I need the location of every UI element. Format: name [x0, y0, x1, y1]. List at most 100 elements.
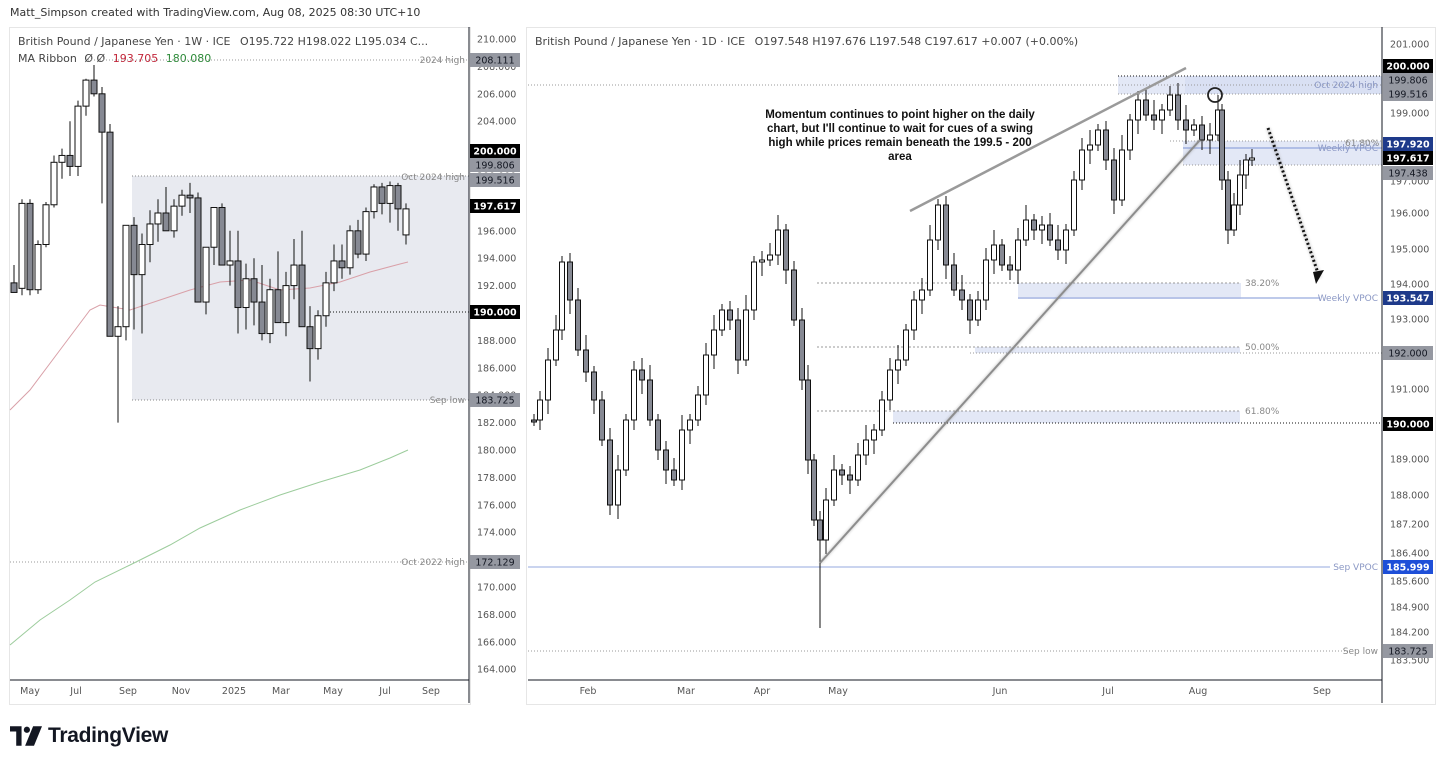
fib-50-label: 50.00%	[1245, 343, 1280, 353]
candle-body	[386, 185, 394, 204]
candle-body	[354, 230, 362, 255]
candle-body	[967, 299, 973, 321]
ma-ribbon-params: Ø Ø	[84, 52, 106, 65]
time-tick: Jul	[1101, 686, 1113, 697]
tradingview-logo-text: TradingView	[48, 724, 169, 747]
price-tag-value: 200.000	[1386, 62, 1430, 73]
daily-time-axis[interactable]: Feb Mar Apr May Jun Jul Aug Sep	[580, 686, 1331, 697]
lower-wedge-line[interactable]	[819, 139, 1201, 564]
price-tag	[1383, 346, 1433, 360]
price-tick: 170.000	[477, 583, 516, 594]
candle-body	[583, 349, 589, 373]
time-tick: Mar	[677, 686, 695, 697]
candle-body	[727, 309, 733, 321]
price-tag	[1383, 137, 1433, 151]
candle-body	[1015, 239, 1021, 271]
time-tick: May	[323, 686, 343, 697]
candle-body	[871, 429, 877, 441]
candle-body	[607, 439, 613, 506]
candle-body	[887, 369, 893, 401]
candle-body	[42, 204, 50, 246]
candle-body	[66, 154, 74, 167]
price-tick: 196.000	[1390, 209, 1429, 220]
candle-body	[847, 474, 853, 481]
price-tag	[470, 158, 520, 172]
price-tick: 195.000	[1390, 245, 1429, 256]
candle-body	[1127, 119, 1133, 151]
candle-body	[983, 259, 989, 301]
tradingview-logo-icon	[10, 726, 42, 746]
time-tick: 2025	[222, 686, 246, 697]
weekly-time-axis[interactable]: May Jul Sep Nov 2025 Mar May Jul Sep	[20, 686, 440, 697]
price-tick: 188.000	[1390, 491, 1429, 502]
weekly-chart-plot: 2024 high Oct 2024 high Sep low Oct 2022…	[9, 56, 469, 646]
time-tick: Jul	[69, 686, 81, 697]
price-tag	[1383, 560, 1433, 574]
fib-38-zone	[1018, 283, 1241, 299]
candle-body	[999, 244, 1005, 266]
candle-body	[90, 79, 98, 95]
fib-61-upper-label: 61.80%	[1345, 139, 1380, 149]
projection-arrow[interactable]	[1266, 127, 1321, 277]
price-tick: 166.000	[477, 637, 516, 648]
candle-body	[74, 105, 82, 167]
time-tick: May	[828, 686, 848, 697]
candle-body	[226, 260, 234, 266]
price-tag	[1383, 291, 1433, 305]
price-tick: 178.000	[477, 473, 516, 484]
candle-body	[162, 212, 170, 232]
candle-body	[1087, 144, 1093, 151]
candle-body	[719, 309, 725, 331]
ma-ribbon-legend[interactable]: MA Ribbon Ø Ø 193.705 180.080	[18, 52, 211, 65]
candle-body	[250, 278, 258, 303]
candle-body	[799, 319, 805, 381]
weekly-price-axis[interactable]: 210.000208.000206.000204.000202.000200.0…	[477, 35, 516, 676]
candle-body	[1175, 94, 1181, 121]
swing-high-circle[interactable]	[1207, 87, 1223, 103]
weekly-chart-title: British Pound / Japanese Yen · 1W · ICE	[18, 35, 231, 48]
candle-body	[1007, 264, 1013, 271]
time-tick: Jun	[992, 686, 1008, 697]
candle-body	[767, 254, 773, 261]
candle-body	[537, 399, 543, 421]
candle-body	[735, 319, 741, 361]
price-tag	[470, 305, 520, 319]
candle-body	[178, 194, 186, 207]
price-tick: 186.000	[477, 363, 516, 374]
candle-body	[687, 419, 693, 431]
price-tag-value: 190.000	[473, 308, 517, 319]
fib-38-label: 38.20%	[1245, 279, 1280, 289]
candle-body	[655, 419, 661, 451]
candle-body	[242, 278, 250, 309]
time-tick: Sep	[1313, 686, 1331, 697]
candle-body	[1237, 174, 1243, 206]
candle-body	[863, 439, 869, 456]
weekly-chart-legend: British Pound / Japanese Yen · 1W · ICE …	[18, 35, 428, 48]
price-tag	[1383, 87, 1433, 101]
chart-annotation[interactable]: Momentum continues to point higher on th…	[765, 109, 1035, 163]
candle-body	[1231, 204, 1237, 231]
candle-body	[811, 459, 817, 521]
label-weekly-vpoc-lower: Weekly VPOC	[1318, 294, 1378, 304]
candle-body	[1135, 99, 1141, 121]
candle-body	[1055, 239, 1061, 251]
candle-body	[106, 131, 114, 337]
price-tag	[470, 555, 520, 569]
candle-body	[1243, 159, 1249, 176]
price-tick: 189.000	[1390, 455, 1429, 466]
tradingview-logo[interactable]: TradingView	[10, 724, 168, 748]
upper-wedge-line[interactable]	[909, 66, 1187, 213]
candle-body	[671, 469, 677, 481]
candle-body	[362, 211, 370, 255]
price-tick: 185.600	[1390, 577, 1429, 588]
price-tag-value: 197.617	[1386, 154, 1429, 165]
candle-body	[639, 369, 645, 381]
time-tick: Apr	[754, 686, 771, 697]
price-tag-value: 193.547	[1386, 294, 1429, 305]
price-tick: 186.400	[1390, 549, 1429, 560]
price-tick: 168.000	[477, 610, 516, 621]
price-tick: 180.000	[477, 446, 516, 457]
label-sep-low-daily: Sep low	[1343, 647, 1378, 657]
candle-body	[1207, 134, 1213, 141]
daily-chart-panel[interactable]: British Pound / Japanese Yen · 1D · ICE …	[526, 27, 1436, 705]
